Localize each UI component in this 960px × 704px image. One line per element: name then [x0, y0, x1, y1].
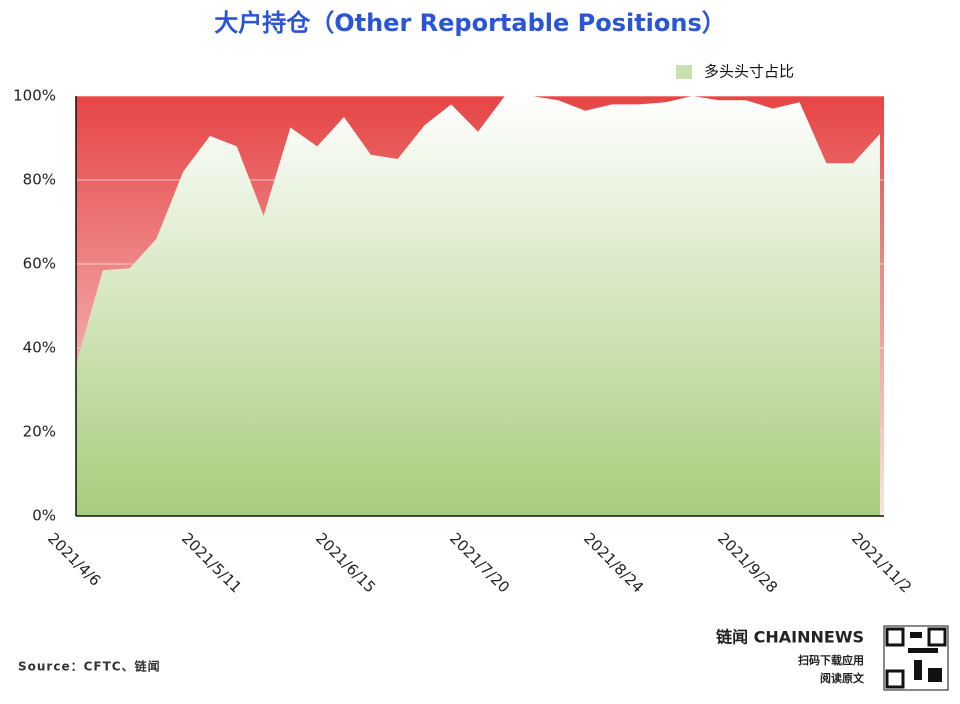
source: Source：CFTC、链闻 [18, 659, 161, 674]
qr-code [883, 625, 949, 691]
y-tick-label: 80% [23, 171, 56, 189]
y-tick-label: 100% [13, 87, 56, 105]
x-tick-label: 2021/9/28 [714, 529, 781, 596]
x-tick-label: 2021/4/6 [44, 529, 104, 589]
y-tick-label: 40% [23, 339, 56, 357]
qr-caption: 阅读原文 [820, 671, 865, 685]
y-tick-label: 20% [23, 423, 56, 441]
qr-caption: 扫码下载应用 [798, 653, 864, 667]
x-tick-label: 2021/6/15 [312, 529, 379, 596]
area [76, 96, 880, 516]
chart-title: 大户持仓（Other Reportable Positions） [214, 9, 726, 37]
x-tick-label: 2021/7/20 [446, 529, 513, 596]
y-tick-label: 60% [23, 255, 56, 273]
legend-swatch [676, 65, 692, 79]
legend-label: 多头头寸占比 [704, 63, 794, 81]
x-tick-label: 2021/8/24 [580, 529, 647, 596]
y-tick-label: 0% [32, 507, 56, 525]
x-tick-label: 2021/11/2 [848, 529, 915, 596]
brand: 链闻 CHAINNEWS [716, 628, 864, 647]
x-tick-label: 2021/5/11 [178, 529, 245, 596]
